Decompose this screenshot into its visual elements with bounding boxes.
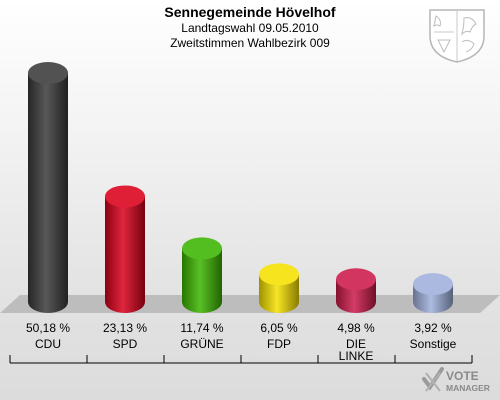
bar-body-gr-ne (182, 248, 222, 313)
value-label-fdp: 6,05 % (260, 321, 298, 335)
value-label-gr-ne: 11,74 % (180, 321, 223, 335)
bar-cdu (28, 62, 68, 313)
vote-manager-watermark: VOTE MANAGER (422, 367, 490, 393)
header: Sennegemeinde Hövelhof Landtagswahl 09.0… (0, 4, 500, 51)
value-label-spd: 23,13 % (103, 321, 147, 335)
category-label-gr-ne: GRÜNE (180, 337, 223, 351)
category-label-fdp: FDP (267, 337, 291, 351)
chart-title: Sennegemeinde Hövelhof (164, 4, 336, 20)
value-label-die-linke: 4,98 % (337, 321, 375, 335)
bar-spd (105, 185, 145, 313)
bar-body-cdu (28, 73, 68, 313)
chart-subtitle-district: Zweitstimmen Wahlbezirk 009 (170, 36, 330, 50)
category-label-spd: SPD (113, 337, 138, 351)
category-label-die-linke-line2: LINKE (339, 349, 374, 363)
bar-body-fdp (259, 274, 299, 313)
bar-gr-ne (182, 237, 222, 313)
bar-top-gr-ne (182, 237, 222, 260)
bar-fdp (259, 263, 299, 313)
bars-group (28, 62, 453, 313)
bar-die-linke (336, 268, 376, 313)
bar-top-sonstige (413, 273, 453, 296)
bar-top-spd (105, 185, 145, 208)
bar-top-die-linke (336, 268, 376, 291)
value-label-cdu: 50,18 % (26, 321, 70, 335)
bar-sonstige (413, 273, 453, 313)
value-label-sonstige: 3,92 % (414, 321, 452, 335)
category-label-die-linke-line1: DIE (346, 337, 366, 351)
bar-top-fdp (259, 263, 299, 286)
watermark-line1: VOTE (446, 369, 479, 383)
watermark-line2: MANAGER (446, 383, 490, 393)
category-label-cdu: CDU (35, 337, 61, 351)
checkmark-icon (422, 367, 444, 392)
bar-top-cdu (28, 62, 68, 84)
value-labels-group: 50,18 % 23,13 % 11,74 % 6,05 % 4,98 % 3,92 % (26, 321, 452, 335)
chart-subtitle-election: Landtagswahl 09.05.2010 (181, 21, 319, 35)
category-label-sonstige: Sonstige (410, 337, 457, 351)
coat-of-arms-icon (429, 9, 485, 63)
bar-body-spd (105, 196, 145, 313)
